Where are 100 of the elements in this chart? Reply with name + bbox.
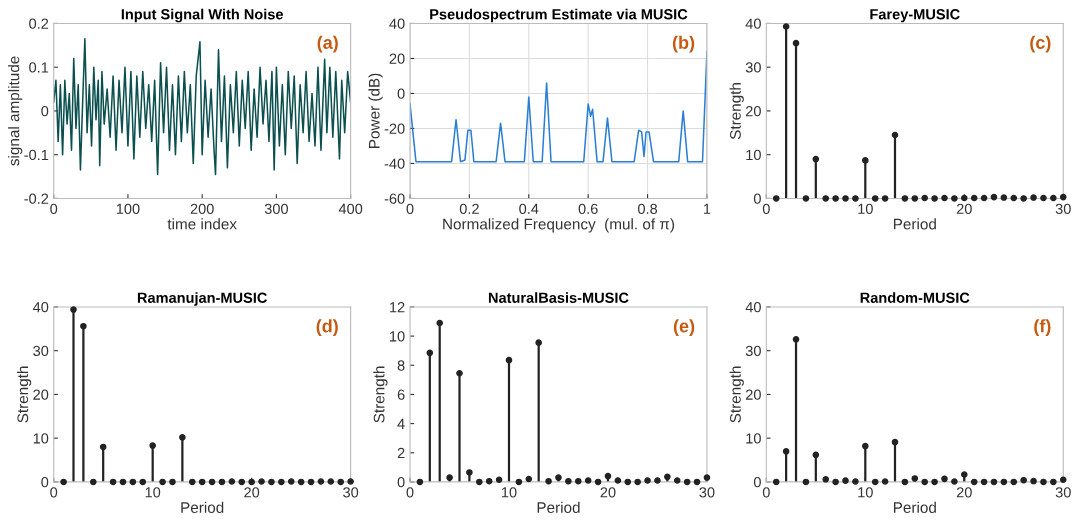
point	[862, 442, 869, 450]
point	[525, 475, 533, 483]
point	[941, 194, 948, 202]
y-tick-label: 0	[753, 477, 761, 488]
x-tick-label: 300	[264, 203, 288, 215]
point	[505, 356, 513, 364]
point	[812, 451, 820, 459]
point	[485, 477, 493, 485]
x-tick-label: 10	[858, 203, 873, 215]
y-axis-title: Strength	[16, 366, 32, 423]
y-tick-label: 10	[390, 331, 405, 342]
point	[466, 469, 473, 476]
y-axis-title: Strength	[729, 366, 744, 423]
point	[792, 336, 800, 343]
point	[535, 339, 542, 346]
point	[574, 477, 582, 485]
point	[921, 478, 928, 486]
y-tick-label: -40	[384, 158, 405, 169]
line-series	[53, 37, 351, 176]
y-axis-title: Strength	[373, 366, 388, 423]
x-tick-label: 0	[406, 203, 414, 215]
x-tick-label: 200	[190, 203, 214, 215]
y-tick-label: 0	[753, 193, 761, 204]
y-tick-label: 10	[746, 433, 761, 444]
point	[980, 478, 988, 486]
point	[238, 478, 246, 486]
point	[970, 478, 978, 486]
x-axis-title: Normalized Frequency (mul. of π)	[443, 218, 675, 233]
point	[980, 194, 988, 202]
chart-title: Random-MUSIC	[860, 292, 970, 303]
point	[1040, 478, 1047, 486]
x-tick-label: 400	[338, 203, 363, 215]
y-tick-label: 10	[33, 433, 49, 444]
chart-title: Farey-MUSIC	[870, 9, 960, 23]
x-tick-label: 20	[600, 487, 616, 498]
point	[456, 369, 463, 377]
point	[970, 194, 978, 202]
point	[297, 478, 305, 486]
y-tick-label: 20	[745, 106, 761, 117]
y-tick-label: 6	[397, 389, 405, 400]
point	[416, 478, 424, 486]
point	[604, 472, 612, 480]
point	[891, 438, 899, 446]
y-tick-label: 8	[397, 360, 405, 371]
point	[436, 319, 444, 327]
annotation: (b)	[672, 35, 695, 53]
x-axis-title: Period	[181, 501, 224, 513]
point	[634, 478, 641, 486]
y-tick-label: 30	[33, 345, 49, 357]
point	[871, 478, 879, 486]
x-tick-label: 30	[1055, 487, 1071, 498]
point	[990, 193, 998, 201]
point	[1050, 194, 1057, 202]
y-tick-label: 2	[397, 447, 405, 459]
annotation: (d)	[316, 319, 338, 337]
point	[565, 477, 572, 485]
y-tick-label: 20	[33, 389, 49, 400]
point	[218, 478, 226, 486]
point	[921, 194, 928, 202]
y-tick-label: 40	[32, 302, 49, 313]
x-tick-label: 0	[762, 203, 770, 215]
point	[772, 478, 780, 486]
point	[109, 478, 117, 486]
x-tick-label: 100	[116, 203, 140, 215]
x-tick-label: 0	[50, 203, 58, 215]
y-tick-label: 0	[41, 106, 49, 117]
y-tick-label: 20	[389, 53, 405, 64]
point	[960, 471, 968, 478]
y-tick-label: 0	[397, 88, 405, 99]
x-tick-label: 0	[762, 487, 770, 498]
x-axis-title: Period	[537, 501, 580, 513]
point	[80, 322, 87, 330]
y-axis-title: Power (dB)	[368, 73, 383, 148]
y-tick-label: 40	[745, 18, 761, 29]
point	[139, 478, 147, 486]
y-tick-label: -0.2	[24, 193, 49, 204]
x-tick-label: 0.2	[459, 203, 479, 215]
point	[198, 478, 206, 486]
x-tick-label: 10	[145, 487, 161, 498]
y-tick-label: 10	[746, 149, 761, 161]
annotation: (e)	[673, 319, 695, 337]
x-tick-label: 0	[406, 487, 414, 498]
point	[60, 478, 67, 486]
point	[782, 23, 790, 30]
x-tick-label: 0.8	[637, 203, 658, 215]
x-tick-label: 30	[699, 487, 715, 498]
y-tick-label: -0.1	[24, 149, 49, 161]
x-tick-label: 0	[50, 487, 58, 498]
point	[862, 157, 869, 164]
point	[802, 478, 810, 486]
chart-title: Input Signal With Noise	[121, 8, 284, 23]
x-axis-title: time index	[167, 218, 237, 230]
x-tick-label: 20	[956, 203, 972, 215]
point	[693, 478, 701, 486]
y-tick-label: 30	[745, 345, 761, 357]
point	[931, 478, 938, 486]
annotation: (a)	[317, 35, 338, 53]
chart-title: NaturalBasis-MUSIC	[488, 292, 629, 303]
point	[990, 478, 998, 486]
chart-title: Pseudospectrum Estimate via MUSIC	[430, 8, 688, 23]
